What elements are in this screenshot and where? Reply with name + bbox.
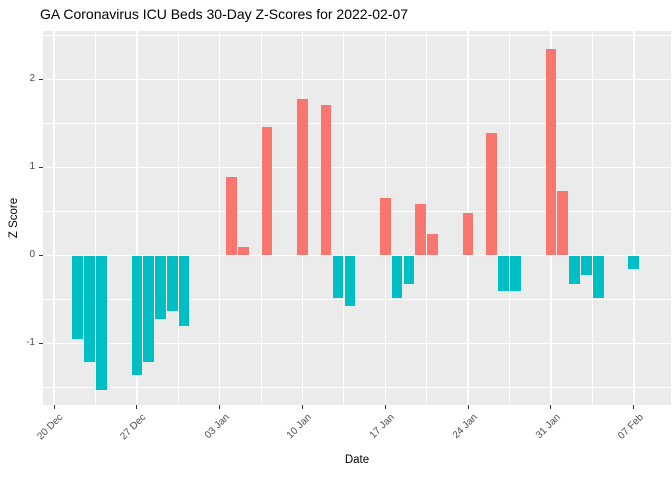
x-tick-mark — [219, 405, 221, 409]
grid-major-v — [136, 31, 138, 405]
y-tick-mark — [39, 167, 43, 168]
y-tick-label: 1 — [29, 160, 35, 172]
x-tick-label: 07 Feb — [615, 412, 646, 442]
x-tick-label: 27 Dec — [118, 412, 149, 443]
x-tick-mark — [53, 405, 55, 409]
bar — [167, 255, 178, 311]
plot-panel — [43, 31, 671, 405]
bar — [261, 127, 273, 256]
bar — [545, 48, 557, 256]
bar — [72, 255, 83, 340]
y-tick-label: -1 — [26, 336, 35, 348]
grid-minor-v — [260, 31, 262, 405]
bar — [96, 255, 107, 391]
y-tick-label: 0 — [29, 248, 35, 260]
grid-minor-h — [43, 123, 671, 124]
bar — [320, 105, 332, 256]
x-tick-label: 31 Jan — [533, 412, 563, 442]
bar — [427, 234, 438, 256]
bar — [498, 255, 509, 291]
bar — [344, 255, 356, 306]
bar — [415, 204, 427, 256]
grid-minor-v — [343, 31, 345, 405]
grid-minor-v — [591, 31, 593, 405]
y-tick-mark — [39, 343, 43, 344]
grid-minor-h — [43, 211, 671, 212]
x-tick-label: 03 Jan — [202, 412, 232, 442]
grid-major-h — [43, 78, 671, 81]
x-tick-label: 20 Dec — [35, 412, 66, 443]
bar — [379, 198, 391, 256]
grid-major-h — [43, 254, 671, 257]
bar — [332, 255, 344, 298]
bar — [628, 255, 640, 269]
bar — [403, 255, 415, 284]
grid-major-h — [43, 342, 671, 345]
grid-minor-v — [177, 31, 179, 405]
x-tick-mark — [467, 405, 469, 409]
grid-minor-h — [43, 299, 671, 300]
chart-title: GA Coronavirus ICU Beds 30-Day Z-Scores … — [40, 6, 409, 22]
y-tick-mark — [39, 255, 43, 256]
bar — [569, 255, 580, 284]
x-tick-mark — [633, 405, 635, 409]
x-tick-label: 10 Jan — [285, 412, 315, 442]
grid-minor-h — [43, 387, 671, 388]
x-tick-mark — [136, 405, 138, 409]
bar — [581, 255, 592, 275]
x-tick-mark — [384, 405, 386, 409]
bar — [510, 255, 521, 291]
bar — [131, 255, 143, 376]
bar — [391, 255, 403, 298]
y-tick-label: 2 — [29, 72, 35, 84]
x-tick-mark — [301, 405, 303, 409]
bar — [143, 255, 154, 362]
bar — [238, 246, 249, 256]
bar — [155, 255, 166, 319]
grid-major-v — [53, 31, 55, 405]
x-tick-label: 17 Jan — [368, 412, 398, 442]
bar — [592, 255, 604, 298]
grid-major-v — [218, 31, 221, 405]
bar — [84, 255, 95, 362]
grid-minor-v — [95, 31, 96, 405]
grid-major-v — [633, 31, 635, 405]
grid-major-h — [43, 166, 671, 169]
bar — [557, 191, 569, 256]
bar — [462, 213, 474, 256]
bar — [178, 255, 190, 326]
x-tick-label: 24 Jan — [450, 412, 480, 442]
bar — [226, 177, 237, 256]
grid-minor-v — [426, 31, 428, 405]
y-axis-title: Z Score — [8, 197, 20, 239]
grid-minor-h — [43, 35, 671, 36]
grid-minor-v — [509, 31, 510, 405]
x-tick-mark — [550, 405, 552, 409]
bar — [486, 133, 498, 256]
y-tick-mark — [39, 79, 43, 80]
x-axis-title: Date — [344, 454, 370, 466]
bar — [297, 98, 308, 256]
